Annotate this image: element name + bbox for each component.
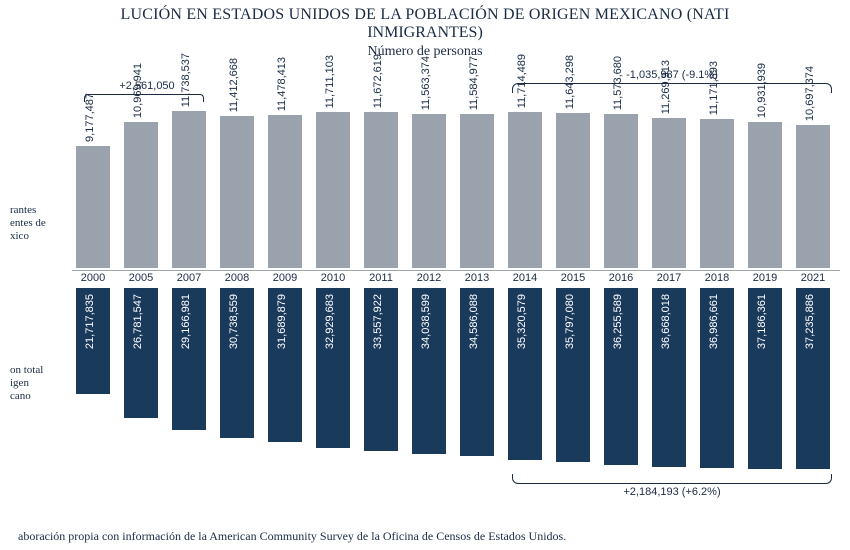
- year-label: 2013: [456, 272, 498, 284]
- column-2017: 11,269,91336,668,0182017: [648, 64, 690, 504]
- year-label: 2017: [648, 272, 690, 284]
- year-label: 2007: [168, 272, 210, 284]
- column-2007: 11,738,53729,166,9812007: [168, 64, 210, 504]
- value-lower: 37,186,361: [756, 294, 768, 349]
- value-upper: 11,412,668: [228, 58, 240, 112]
- year-label: 2009: [264, 272, 306, 284]
- value-upper: 10,969,941: [132, 63, 144, 118]
- bar-immigrants: [460, 114, 494, 268]
- bar-immigrants: [316, 112, 350, 268]
- value-upper: 11,711,103: [324, 55, 336, 108]
- year-label: 2016: [600, 272, 642, 284]
- column-2018: 11,171,893 36,986,661 2018: [696, 64, 738, 504]
- chart: rantesentes dexico on totaligencano +2,5…: [10, 64, 840, 504]
- year-label: 2012: [408, 272, 450, 284]
- value-upper: 11,584,977: [468, 56, 480, 110]
- title-line1: LUCIÓN EN ESTADOS UNIDOS DE LA POBLACIÓN…: [10, 6, 840, 24]
- axis-labels-left: rantesentes dexico on totaligencano: [10, 64, 68, 504]
- value-upper: 11,714,489: [516, 54, 528, 108]
- title-line2: INMIGRANTES): [10, 24, 840, 42]
- value-lower: 31,689,879: [276, 294, 288, 349]
- year-label: 2011: [360, 272, 402, 284]
- column-2019: 10,931,939 37,186,361 2019: [744, 64, 786, 504]
- year-label: 2008: [216, 272, 258, 284]
- column-2005: 10,969,941 26,781,547 2005: [120, 64, 162, 504]
- value-lower: 36,668,018: [660, 294, 672, 349]
- bar-immigrants: [652, 118, 686, 268]
- title-block: LUCIÓN EN ESTADOS UNIDOS DE LA POBLACIÓN…: [0, 0, 850, 64]
- value-upper: 11,738,537: [180, 53, 192, 107]
- value-upper: 11,171,893: [708, 61, 720, 115]
- column-2014: 11,714,48935,320,5792014: [504, 64, 546, 504]
- value-lower: 29,166,981: [180, 294, 192, 349]
- column-2010: 11,711,10332,929,6832010: [312, 64, 354, 504]
- source-note: aboración propia con información de la A…: [18, 529, 566, 544]
- bar-immigrants: [76, 146, 110, 268]
- value-lower: 37,235,886: [804, 294, 816, 349]
- value-lower: 34,038,599: [420, 294, 432, 349]
- column-2011: 11,672,61933,557,9222011: [360, 64, 402, 504]
- value-lower: 36,986,661: [708, 294, 720, 349]
- value-upper: 10,931,939: [756, 63, 768, 118]
- bar-immigrants: [604, 114, 638, 268]
- bar-immigrants: [556, 113, 590, 268]
- bar-immigrants: [364, 112, 398, 268]
- bar-immigrants: [700, 119, 734, 268]
- value-lower: 36,255,589: [612, 294, 624, 349]
- bar-immigrants: [172, 111, 206, 268]
- year-label: 2014: [504, 272, 546, 284]
- value-lower: 34,586,088: [468, 294, 480, 349]
- bar-immigrants: [748, 122, 782, 268]
- upper-series-label: rantesentes dexico: [10, 204, 46, 244]
- column-2000: 9,177,487 21,717,835 2000: [72, 64, 114, 504]
- value-lower: 35,320,579: [516, 294, 528, 349]
- value-upper: 10,697,374: [804, 66, 816, 121]
- value-upper: 11,563,374: [420, 56, 432, 110]
- year-label: 2021: [792, 272, 834, 284]
- column-2008: 11,412,66830,738,5592008: [216, 64, 258, 504]
- bar-immigrants: [220, 116, 254, 268]
- value-lower: 30,738,559: [228, 294, 240, 349]
- value-lower: 33,557,922: [372, 294, 384, 349]
- bar-immigrants: [124, 122, 158, 268]
- bar-immigrants: [412, 114, 446, 268]
- column-2016: 11,573,68036,255,5892016: [600, 64, 642, 504]
- year-label: 2000: [72, 272, 114, 284]
- value-upper: 9,177,487: [84, 93, 96, 142]
- year-label: 2015: [552, 272, 594, 284]
- value-upper: 11,672,619: [372, 54, 384, 108]
- column-2013: 11,584,97734,586,0882013: [456, 64, 498, 504]
- value-upper: 11,573,680: [612, 56, 624, 110]
- year-label: 2010: [312, 272, 354, 284]
- year-label: 2018: [696, 272, 738, 284]
- value-lower: 32,929,683: [324, 294, 336, 349]
- year-label: 2005: [120, 272, 162, 284]
- column-2009: 11,478,41331,689,8792009: [264, 64, 306, 504]
- bar-immigrants: [268, 115, 302, 268]
- value-upper: 11,269,913: [660, 60, 672, 114]
- bar-immigrants: [796, 125, 830, 268]
- value-lower: 21,717,835: [84, 294, 96, 349]
- column-2015: 11,643,29835,797,0802015: [552, 64, 594, 504]
- value-upper: 11,643,298: [564, 55, 576, 109]
- bar-immigrants: [508, 112, 542, 268]
- column-2021: 10,697,374 37,235,886 2021: [792, 64, 834, 504]
- value-lower: 26,781,547: [132, 294, 144, 349]
- value-upper: 11,478,413: [276, 57, 288, 111]
- value-lower: 35,797,080: [564, 294, 576, 349]
- year-label: 2019: [744, 272, 786, 284]
- lower-series-label: on totaligencano: [10, 364, 43, 404]
- column-2012: 11,563,37434,038,5992012: [408, 64, 450, 504]
- bars-area: +2,561,050 -1,035,987 (-9.1%) +2,184,193…: [72, 64, 840, 504]
